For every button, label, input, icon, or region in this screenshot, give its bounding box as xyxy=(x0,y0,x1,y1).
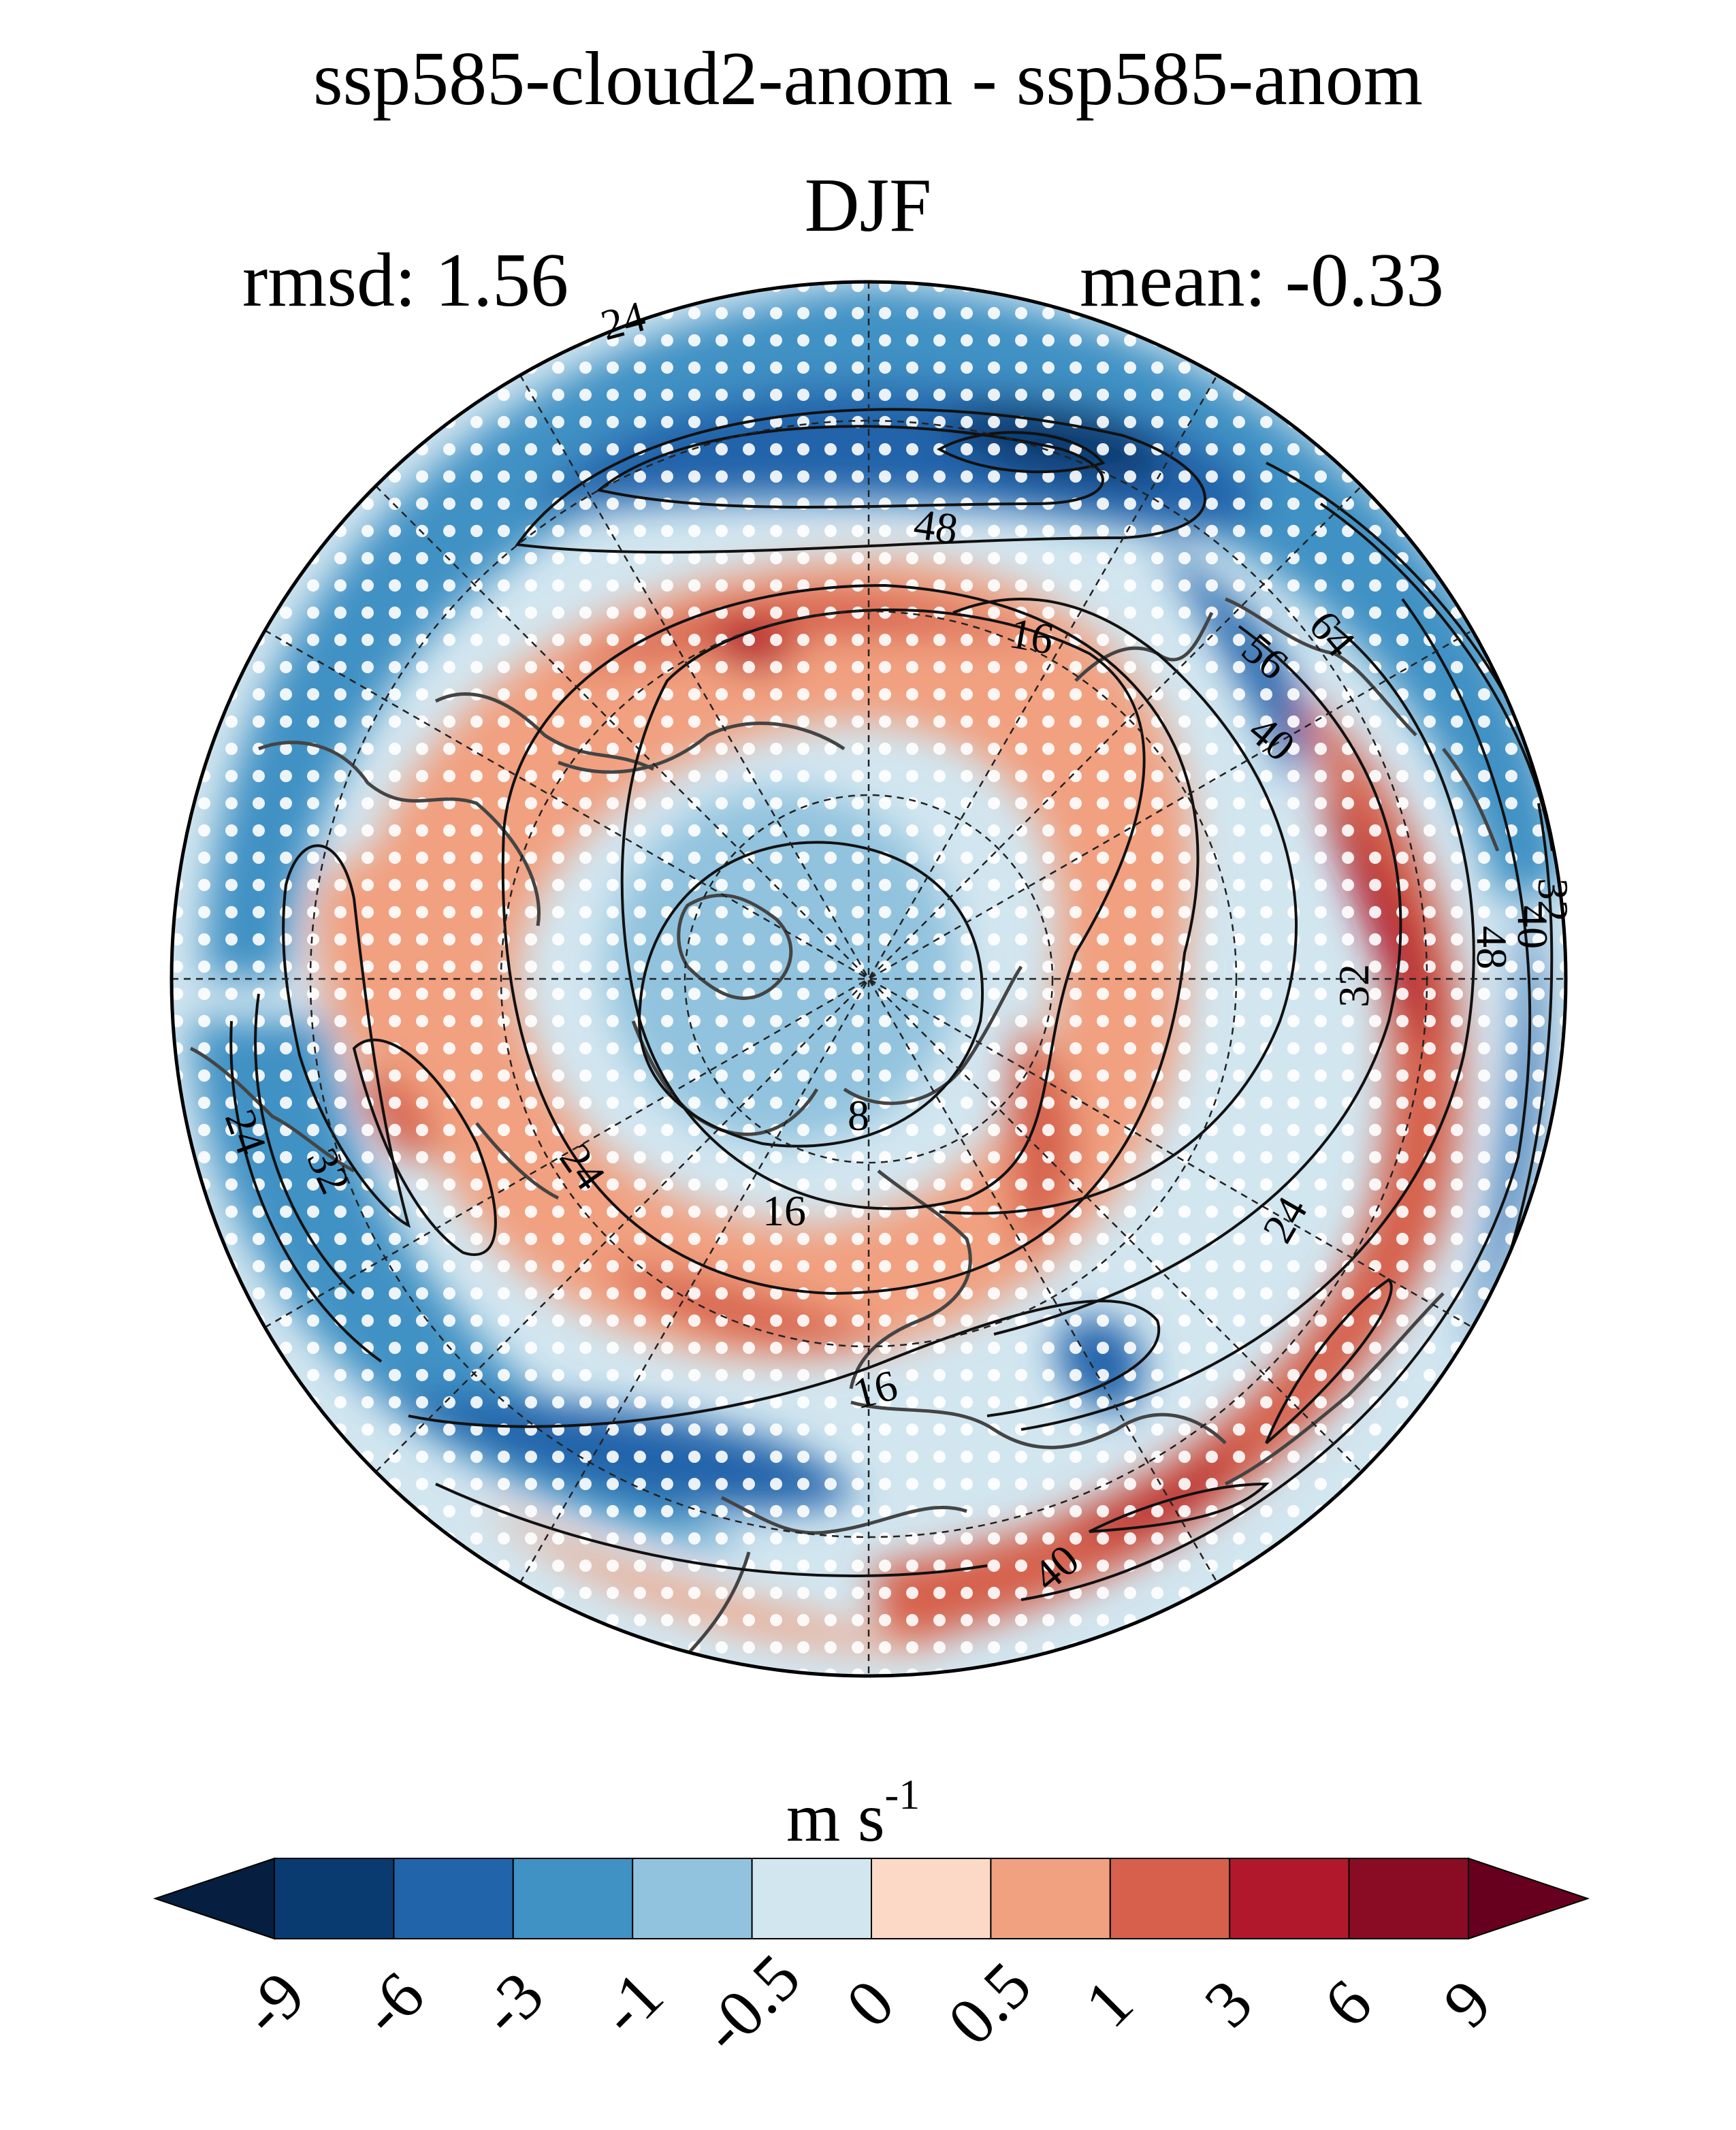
colorbar-tick-label: 3 xyxy=(1191,1966,1266,2042)
contour-label: 16 xyxy=(762,1187,806,1235)
colorbar-box xyxy=(871,1858,992,1939)
colorbar-max-triangle xyxy=(1468,1857,1590,1940)
colorbar-labels: -9 -6 -3 -1 -0.5 0 0.5 1 3 6 9 xyxy=(228,1941,1506,2067)
contour-label: 40 xyxy=(1509,905,1557,949)
colorbar-tick-label: -3 xyxy=(466,1958,558,2050)
colorbar-tick-label: 0.5 xyxy=(934,1948,1045,2059)
season-label: DJF xyxy=(804,163,932,248)
colorbar-box xyxy=(512,1858,634,1939)
colorbar-box xyxy=(1229,1858,1350,1939)
colorbar-tick-label: -6 xyxy=(347,1958,438,2050)
colorbar-min-triangle xyxy=(152,1857,275,1940)
colorbar-tick-label: -1 xyxy=(586,1958,677,2050)
contour-label: 48 xyxy=(1468,926,1516,969)
colorbar-tick-label: -0.5 xyxy=(688,1941,814,2067)
units-label: m s-1 xyxy=(786,1772,920,1856)
map-boundary xyxy=(170,280,1568,1678)
colorbar-box xyxy=(274,1858,395,1939)
colorbar-box xyxy=(990,1858,1111,1939)
colorbar-tick-label: 9 xyxy=(1430,1966,1505,2042)
map-title: ssp585-cloud2-anom - ssp585-anom xyxy=(312,37,1423,121)
colorbar-box xyxy=(632,1858,753,1939)
colorbar-boxes xyxy=(152,1857,1590,1940)
colorbar-tick-label: -9 xyxy=(228,1958,319,2050)
mean-label: mean: -0.33 xyxy=(1080,238,1444,323)
contour-label: 8 xyxy=(848,1091,869,1140)
wind-contours xyxy=(229,408,1554,1601)
rmsd-label: rmsd: 1.56 xyxy=(242,238,569,323)
contour-label: 16 xyxy=(1006,609,1057,664)
contour-label: 48 xyxy=(911,500,961,553)
contour-label: 32 xyxy=(1529,878,1577,922)
colorbar-tick-label: 1 xyxy=(1072,1966,1147,2042)
colorbar-tick-label: 0 xyxy=(833,1966,908,2042)
colorbar-box xyxy=(1348,1858,1469,1939)
colorbar-box xyxy=(1109,1858,1231,1939)
colorbar-tick-label: 6 xyxy=(1311,1966,1386,2042)
map-field xyxy=(172,282,1566,1676)
colorbar-box xyxy=(751,1858,872,1939)
colorbar-box xyxy=(393,1858,514,1939)
graticule xyxy=(172,282,1566,1676)
contour-label: 32 xyxy=(1330,964,1378,1007)
